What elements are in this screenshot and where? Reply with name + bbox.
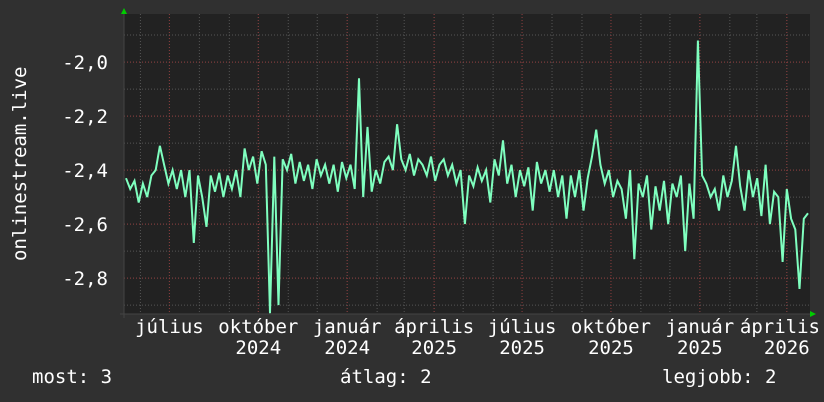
y-tick-label: -2,0 [62,52,108,74]
legend-average: átlag: 2 [340,366,432,388]
y-tick-label: -2,6 [62,214,108,236]
x-tick-year-label: 2025 [588,337,634,359]
plot-area [124,14,810,314]
x-tick-label: január [313,316,382,338]
y-tick-label: -2,4 [62,160,108,182]
series-line [125,40,809,314]
x-axis-arrow-icon [810,311,816,317]
x-tick-year-label: 2024 [324,337,370,359]
x-tick-label: július [488,316,557,338]
y-tick-label: -2,2 [62,106,108,128]
x-tick-label: január [666,316,735,338]
x-tick-label: április [740,316,820,338]
x-tick-label: július [135,316,204,338]
x-tick-label: április [394,316,474,338]
x-tick-year-label: 2025 [411,337,457,359]
x-tick-year-label: 2025 [677,337,723,359]
x-tick-year-label: 2026 [764,337,810,359]
legend-max: legjobb: 2 [662,366,777,388]
x-tick-year-label: 2024 [235,337,281,359]
x-tick-label: október [571,316,651,338]
y-axis-label: onlinestream.live [9,66,31,261]
x-tick-year-label: 2025 [499,337,545,359]
x-tick-label: október [218,316,298,338]
legend-current: most: 3 [32,366,113,388]
y-axis-arrow-icon [121,8,127,14]
y-tick-label: -2,8 [62,268,108,290]
